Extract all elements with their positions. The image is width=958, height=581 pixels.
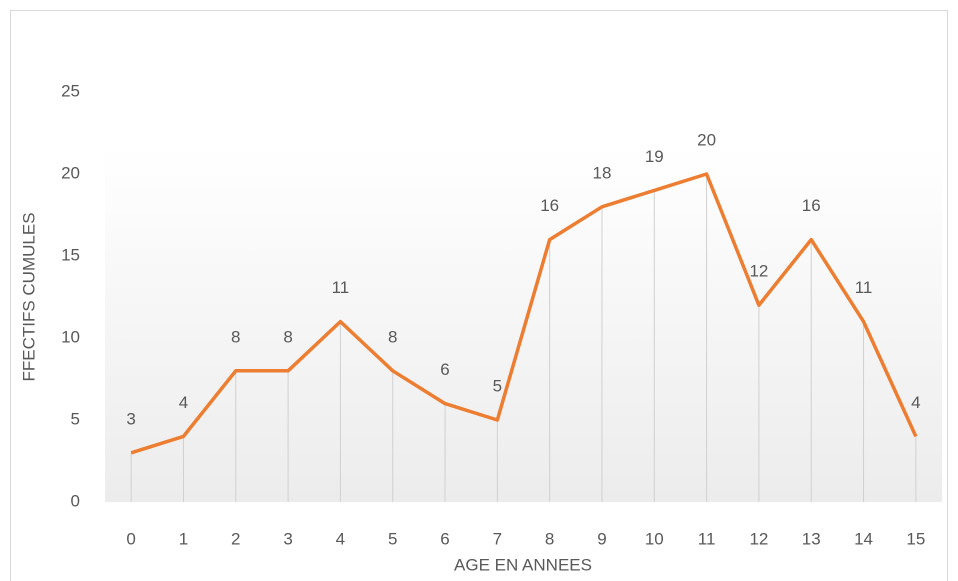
data-label: 4: [179, 393, 188, 412]
y-tick-label: 10: [61, 327, 80, 346]
x-tick-label: 7: [493, 529, 502, 548]
data-label: 4: [911, 393, 920, 412]
data-label: 18: [593, 163, 612, 182]
x-tick-label: 6: [440, 529, 449, 548]
x-tick-label: 10: [645, 529, 664, 548]
data-line: [130, 172, 918, 455]
x-tick-label: 11: [698, 529, 716, 548]
plot-background: [105, 145, 942, 502]
data-label: 8: [231, 327, 240, 346]
x-tick-label: 15: [906, 529, 925, 548]
x-tick-label: 8: [545, 529, 554, 548]
x-tick-label: 4: [336, 529, 345, 548]
x-tick-label: 14: [854, 529, 873, 548]
data-label: 6: [440, 360, 449, 379]
data-label: 3: [126, 409, 135, 428]
chart-frame: [10, 10, 948, 581]
x-tick-label: 9: [597, 529, 606, 548]
y-tick-label: 20: [61, 163, 80, 182]
x-axis-label: AGE EN ANNEES: [454, 555, 592, 574]
data-label: 16: [802, 196, 821, 215]
y-tick-label: 0: [71, 491, 80, 510]
data-label: 8: [283, 327, 292, 346]
x-tick-label: 13: [802, 529, 821, 548]
x-tick-label: 1: [179, 529, 188, 548]
y-tick-label: 5: [71, 409, 80, 428]
data-label: 12: [749, 262, 768, 281]
data-label: 11: [855, 278, 873, 297]
x-tick-label: 12: [749, 529, 768, 548]
x-tick-label: 5: [388, 529, 397, 548]
x-tick-label: 3: [283, 529, 292, 548]
data-label: 20: [697, 130, 716, 149]
y-axis-label: FFECTIFS CUMULES: [19, 212, 38, 381]
y-tick-label: 15: [61, 245, 80, 264]
data-label: 5: [493, 376, 502, 395]
data-label: 11: [332, 278, 350, 297]
data-label: 19: [645, 147, 664, 166]
y-tick-label: 25: [61, 81, 80, 100]
data-label: 16: [540, 196, 559, 215]
x-tick-label: 0: [126, 529, 135, 548]
data-label: 8: [388, 327, 397, 346]
x-tick-label: 2: [231, 529, 240, 548]
